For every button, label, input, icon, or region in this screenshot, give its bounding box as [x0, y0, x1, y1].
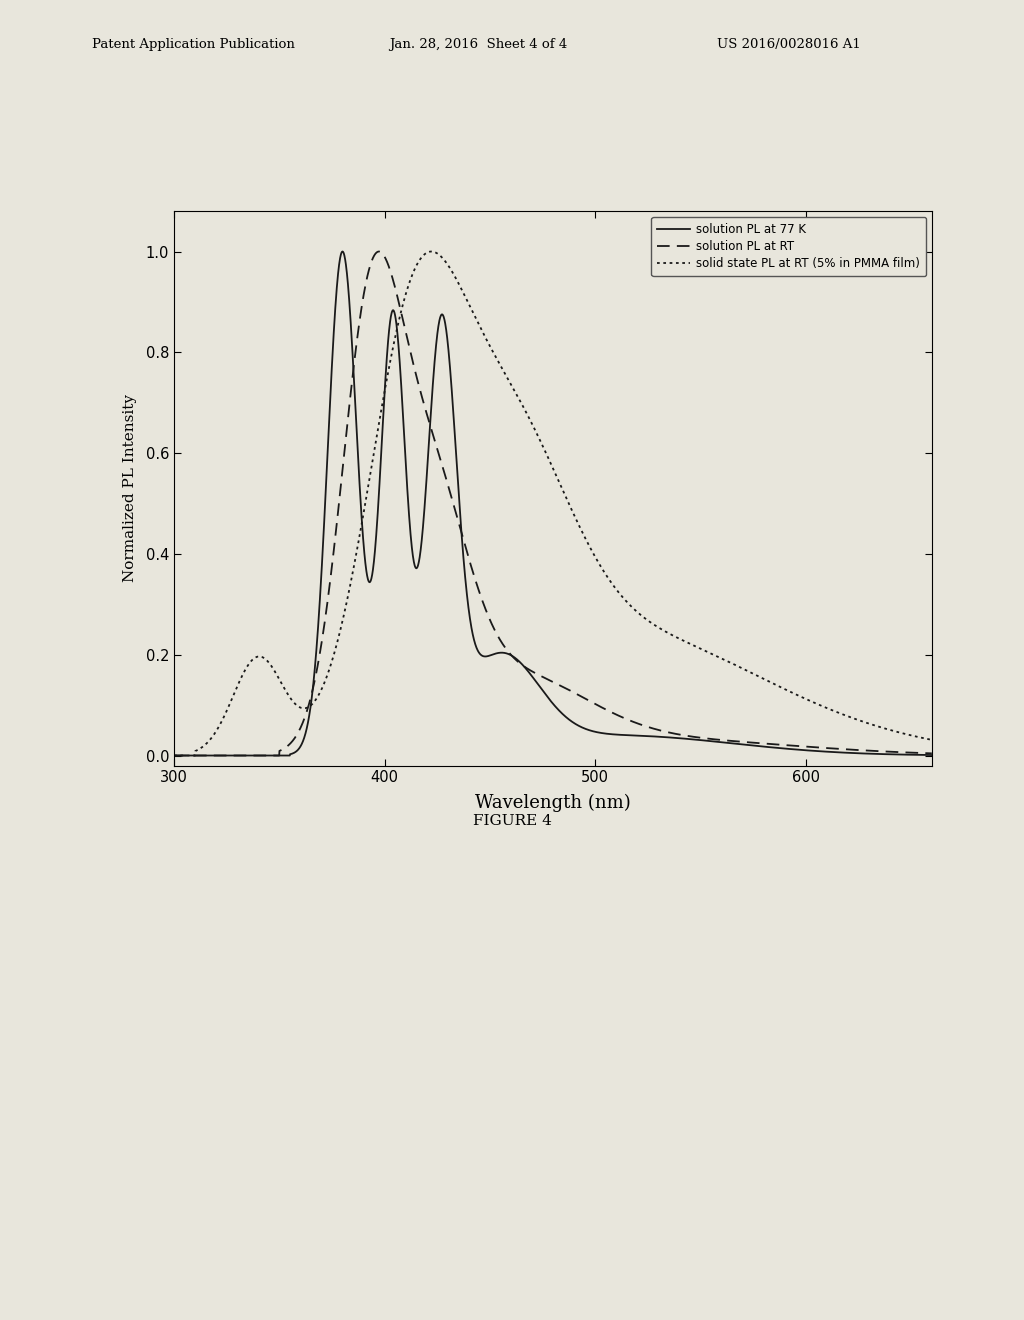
Text: FIGURE 4: FIGURE 4 [472, 814, 552, 828]
Legend: solution PL at 77 K, solution PL at RT, solid state PL at RT (5% in PMMA film): solution PL at 77 K, solution PL at RT, … [651, 216, 926, 276]
Text: Jan. 28, 2016  Sheet 4 of 4: Jan. 28, 2016 Sheet 4 of 4 [389, 37, 567, 50]
Y-axis label: Normalized PL Intensity: Normalized PL Intensity [123, 395, 137, 582]
Text: US 2016/0028016 A1: US 2016/0028016 A1 [717, 37, 860, 50]
Text: Patent Application Publication: Patent Application Publication [92, 37, 295, 50]
X-axis label: Wavelength (nm): Wavelength (nm) [475, 793, 631, 812]
